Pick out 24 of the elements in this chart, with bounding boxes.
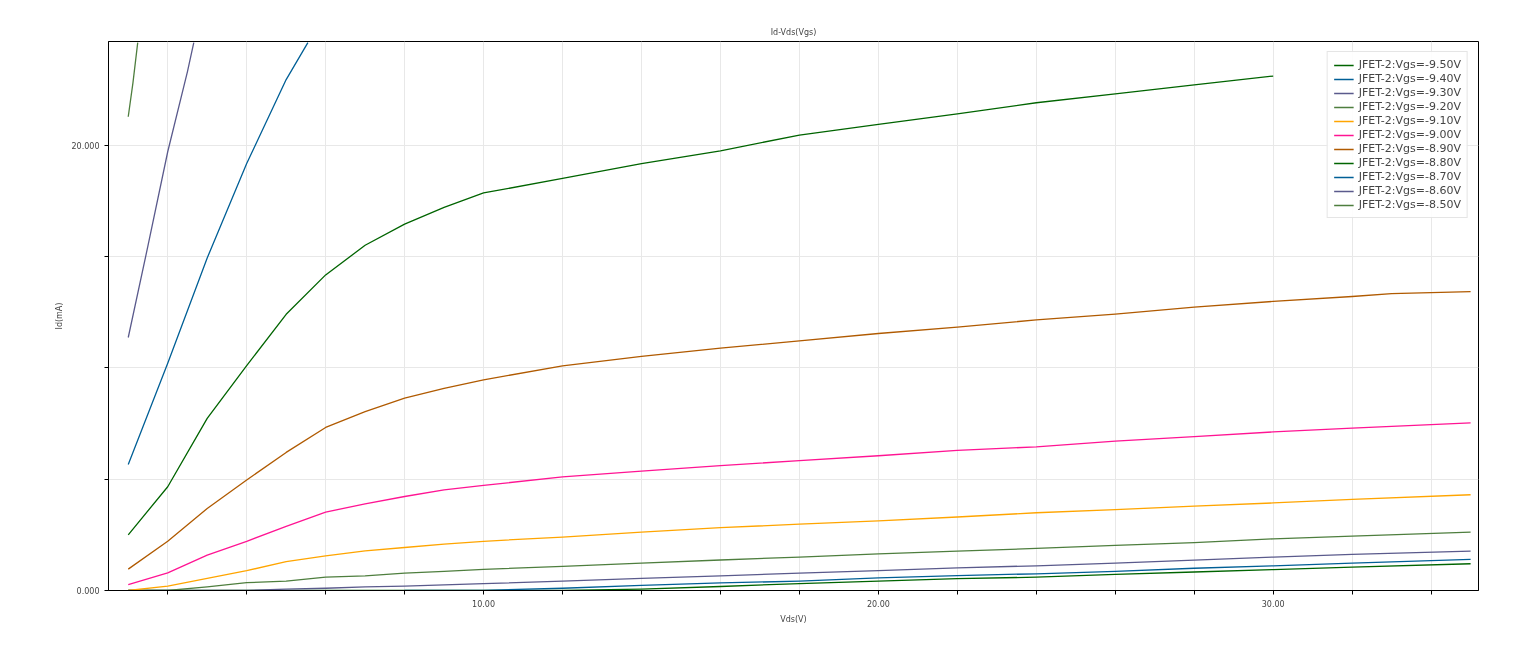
legend-label: JFET-2:Vgs=-9.10V (1358, 114, 1461, 127)
y-axis-title: Id(mA) (54, 302, 64, 330)
legend-label: JFET-2:Vgs=-8.80V (1358, 156, 1461, 169)
x-axis-title: Vds(V) (780, 614, 807, 624)
line-series (127, 422, 1472, 586)
chart-title: Id-Vds(Vgs) (770, 27, 817, 37)
line-series (127, 290, 1472, 570)
legend-label: JFET-2:Vgs=-8.90V (1358, 142, 1461, 155)
x-tick-label: 20.00 (866, 599, 890, 609)
legend-label: JFET-2:Vgs=-9.30V (1358, 86, 1461, 99)
legend-label: JFET-2:Vgs=-9.40V (1358, 72, 1461, 85)
legend-label: JFET-2:Vgs=-8.60V (1358, 184, 1461, 197)
line-series (127, 41, 309, 466)
y-tick-label: 20.000 (71, 141, 100, 151)
legend-label: JFET-2:Vgs=-9.20V (1358, 100, 1461, 113)
x-tick-label: 10.00 (472, 599, 496, 609)
y-tick-label: 0.000 (76, 587, 100, 596)
legend-label: JFET-2:Vgs=-9.00V (1358, 128, 1461, 141)
line-series (127, 41, 195, 339)
legend-label: JFET-2:Vgs=-8.50V (1358, 198, 1461, 211)
legend-label: JFET-2:Vgs=-8.70V (1358, 170, 1461, 183)
x-tick-label: 30.00 (1261, 599, 1285, 609)
line-series (127, 75, 1274, 536)
legend-label: JFET-2:Vgs=-9.50V (1358, 58, 1461, 71)
